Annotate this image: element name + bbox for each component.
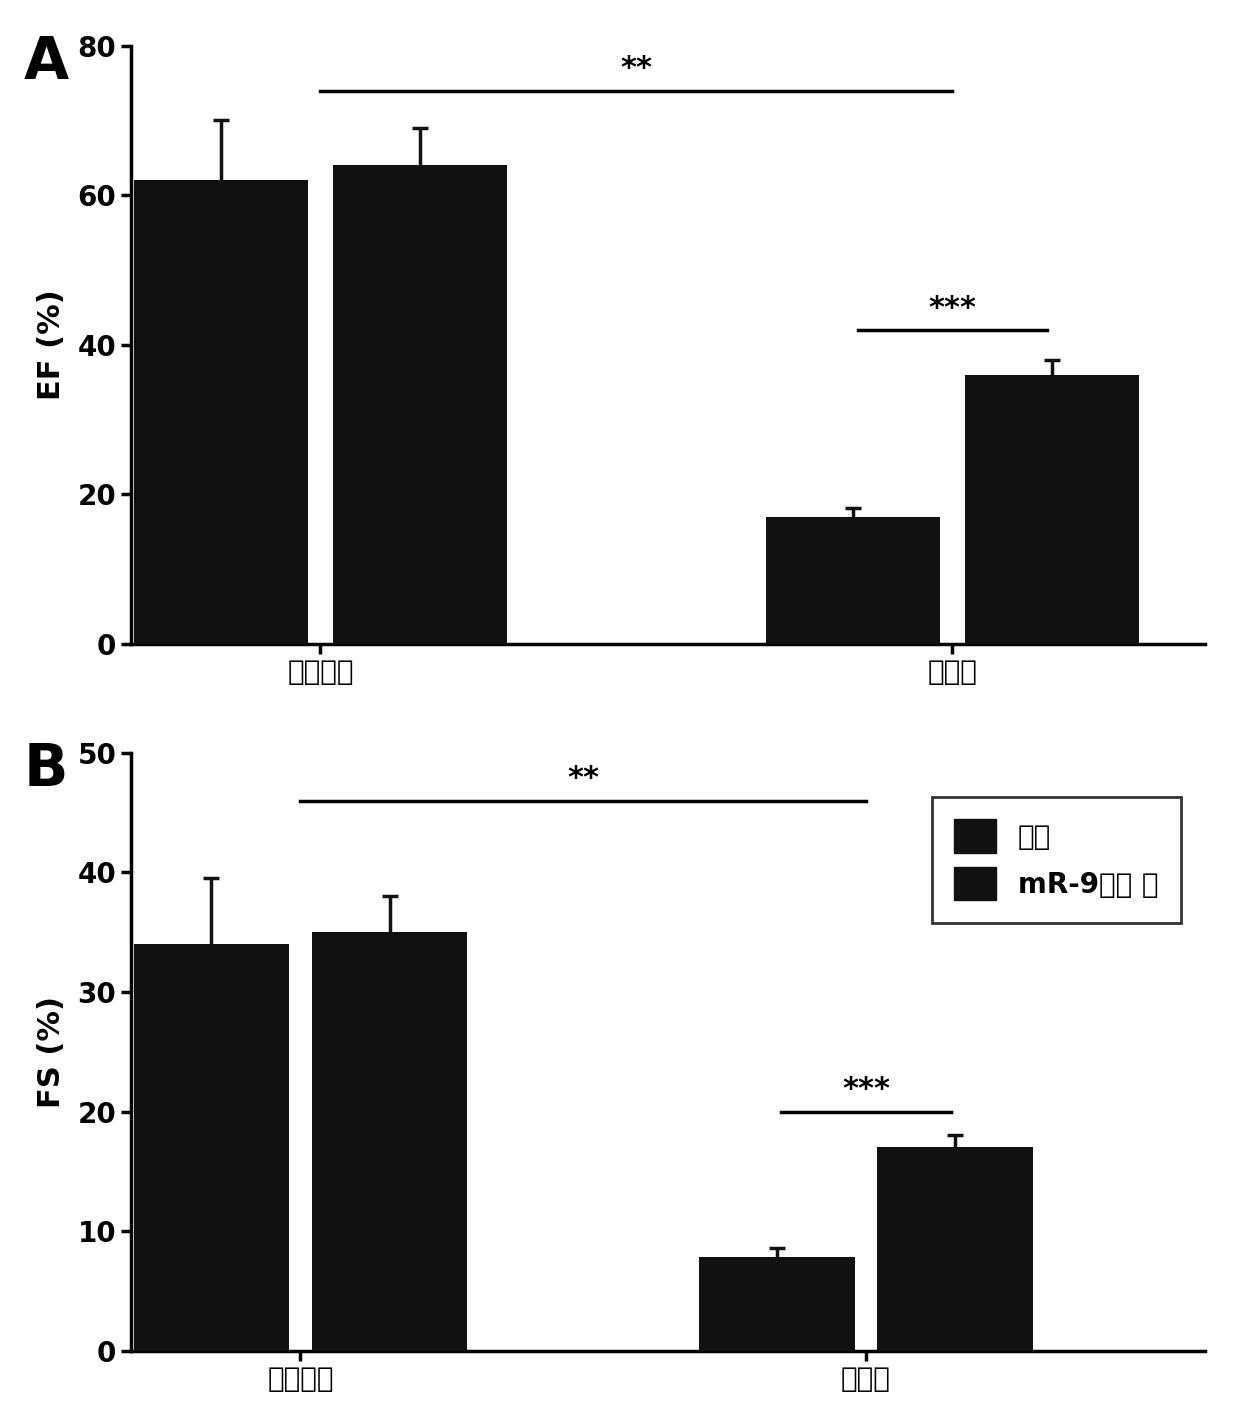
Bar: [134, 944, 289, 1351]
Text: **: **: [567, 764, 599, 794]
Legend: 对照, mR-9抑制 子: 对照, mR-9抑制 子: [931, 797, 1180, 922]
Bar: [877, 1148, 1033, 1351]
Bar: [311, 932, 467, 1351]
Y-axis label: EF (%): EF (%): [37, 290, 67, 400]
Bar: [334, 166, 507, 644]
Bar: [766, 517, 940, 644]
Text: ***: ***: [842, 1075, 890, 1104]
Y-axis label: FS (%): FS (%): [37, 995, 66, 1108]
Text: **: **: [620, 54, 652, 83]
Text: A: A: [24, 34, 68, 91]
Text: B: B: [24, 741, 68, 798]
Bar: [965, 374, 1138, 644]
Text: ***: ***: [929, 294, 976, 323]
Bar: [699, 1258, 854, 1351]
Bar: [134, 180, 308, 644]
